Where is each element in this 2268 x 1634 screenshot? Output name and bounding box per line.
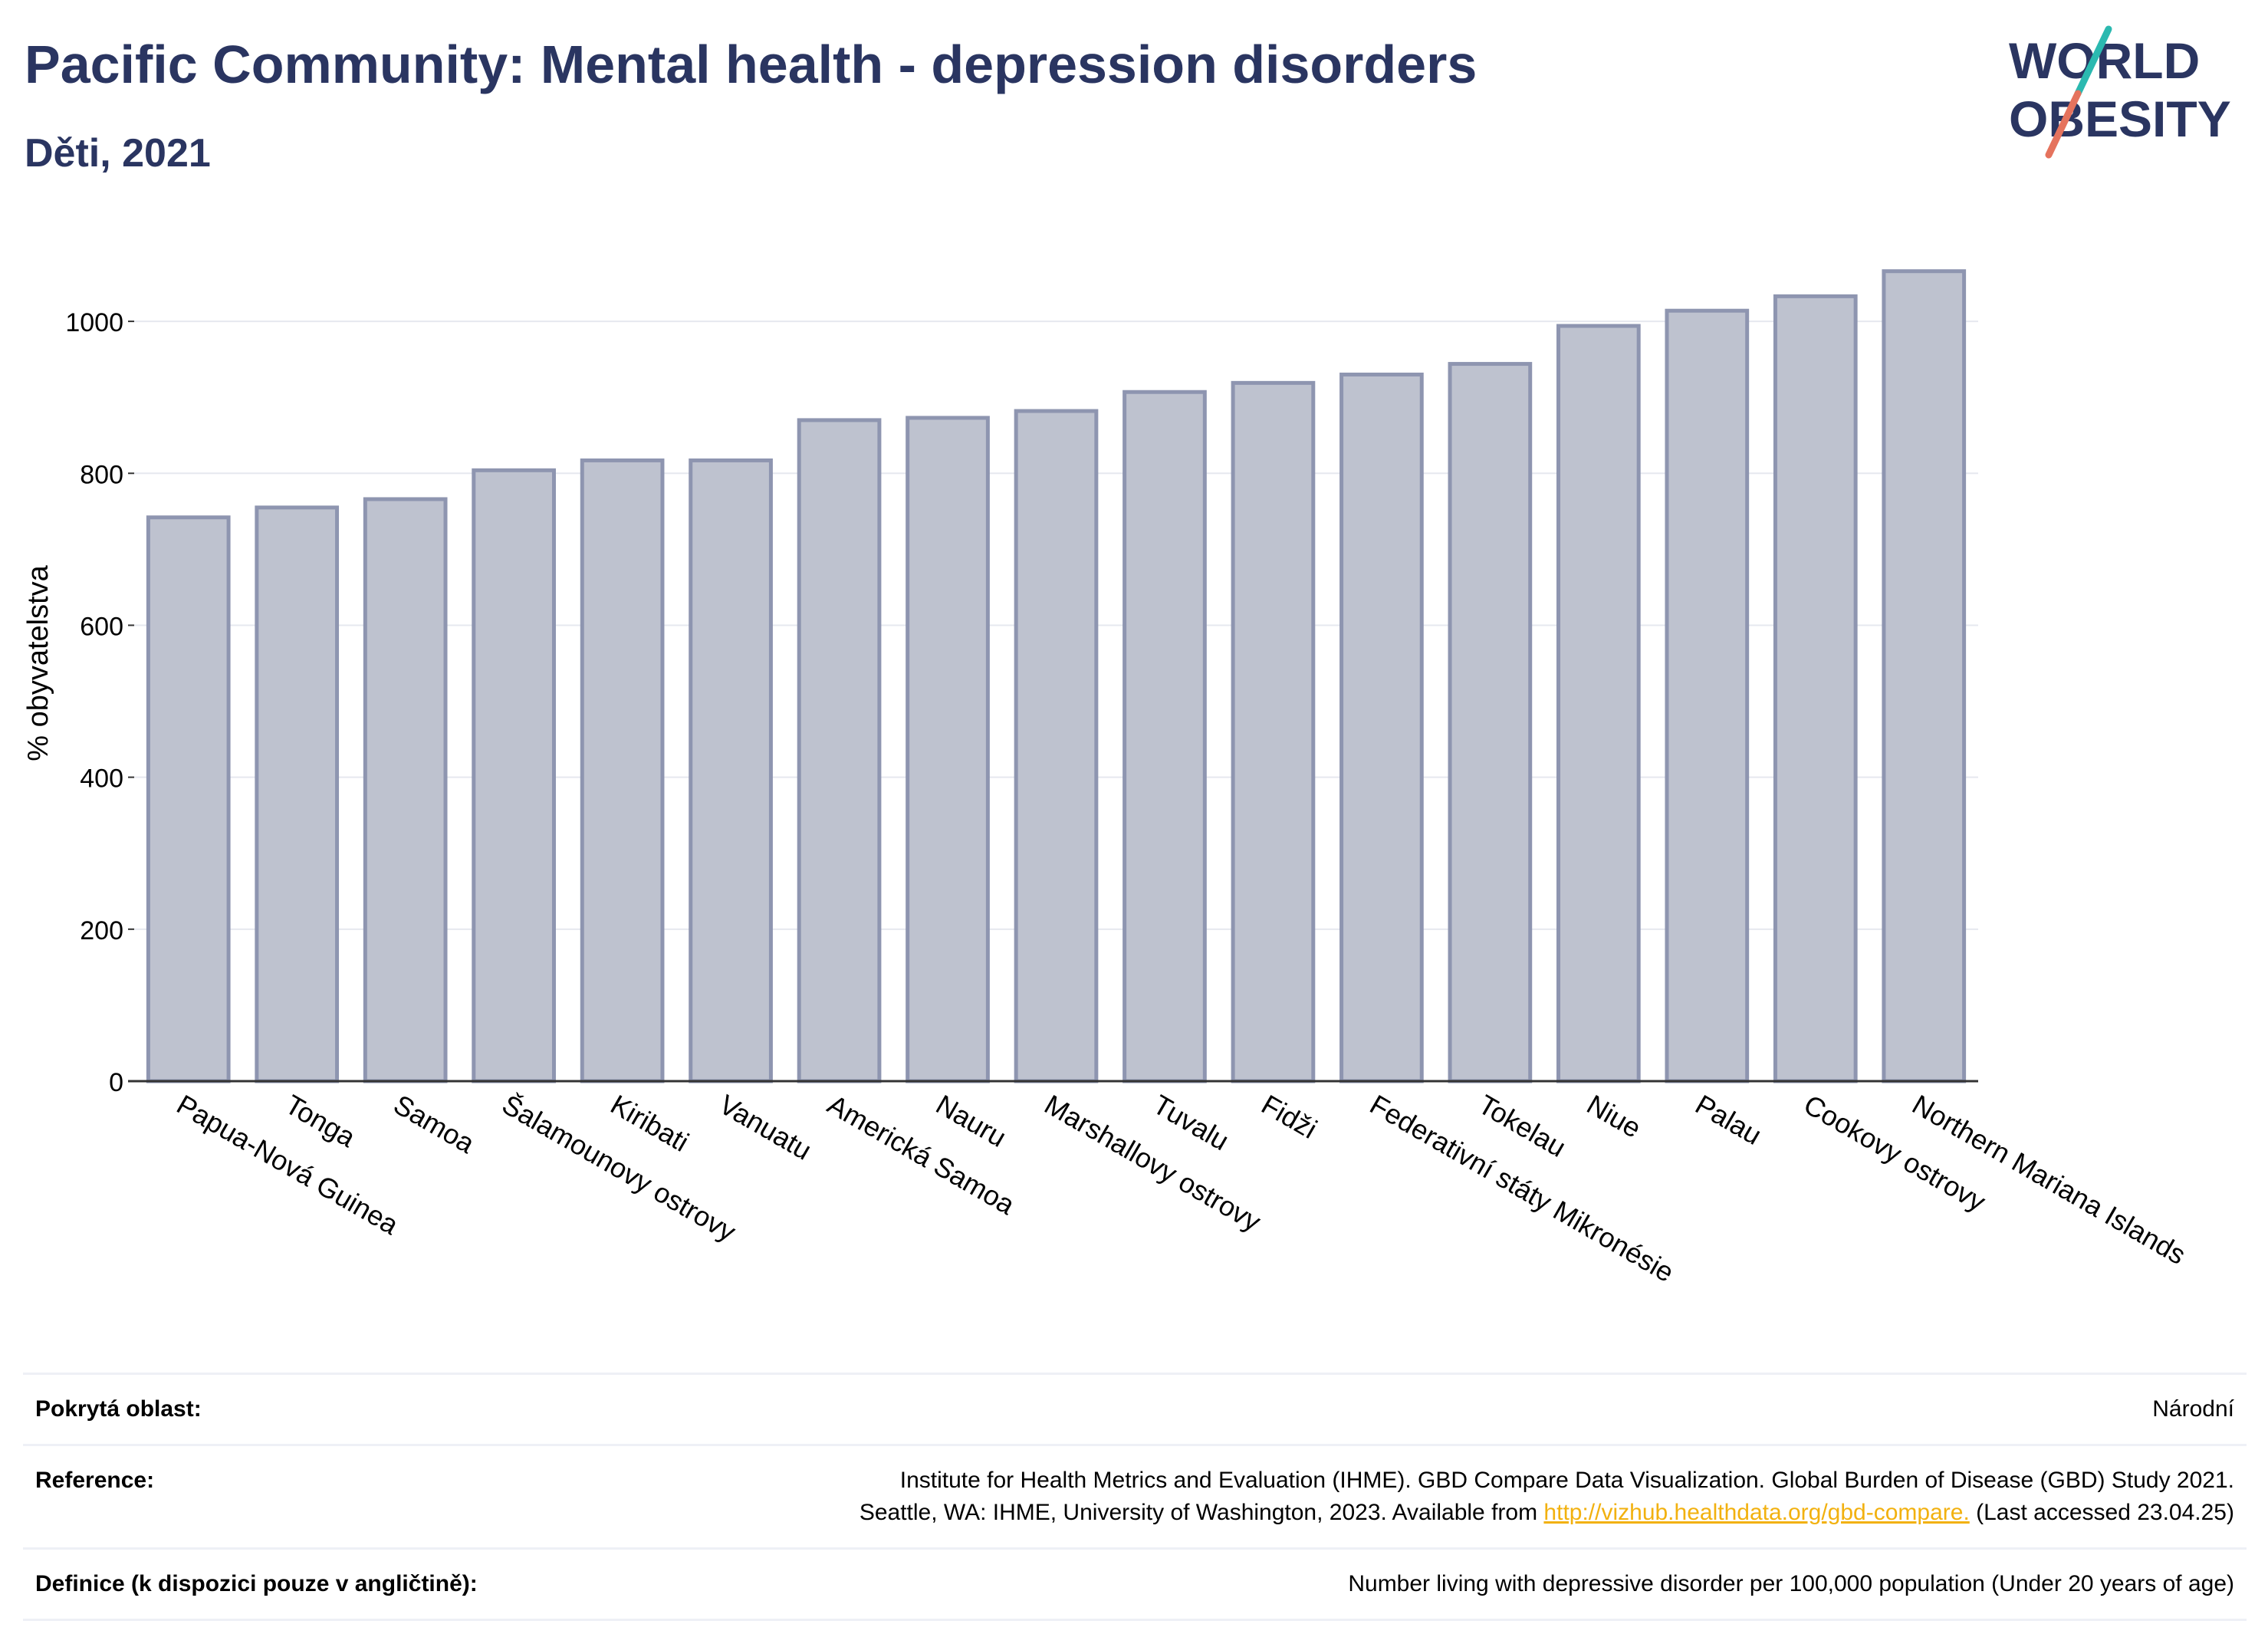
x-tick-label: Nauru [931, 1088, 1011, 1153]
y-tick-label: 1000 [65, 308, 123, 337]
bar [472, 468, 556, 1083]
x-tick-label: Samoa [389, 1088, 481, 1159]
bar [363, 497, 448, 1083]
x-tick-label: Cookovy ostrovy [1799, 1088, 1991, 1218]
bar [906, 416, 990, 1083]
bar [580, 458, 665, 1083]
coverage-value: Národní [630, 1373, 2247, 1446]
bar [797, 418, 882, 1083]
y-tick-label: 600 [80, 612, 123, 641]
reference-line-2-post: (Last accessed 23.04.25) [1969, 1500, 2234, 1525]
logo-slash-top [2074, 25, 2112, 97]
definition-row: Definice (k dispozici pouze v angličtině… [23, 1547, 2247, 1621]
logo-word-obesity: OBESITY [2009, 90, 2231, 147]
bar [1339, 372, 1424, 1083]
x-tick-label: Vanuatu [714, 1088, 817, 1165]
chart-title: Pacific Community: Mental health - depre… [25, 35, 1477, 94]
bar [1556, 324, 1641, 1083]
x-tick-label: Niue [1582, 1088, 1647, 1144]
reference-line-2-pre: Seattle, WA: IHME, University of Washing… [859, 1500, 1544, 1525]
bars [146, 269, 1967, 1083]
x-tick-label: Fidži [1256, 1088, 1322, 1145]
reference-row: Reference: Institute for Health Metrics … [23, 1444, 2247, 1550]
reference-value: Institute for Health Metrics and Evaluat… [630, 1444, 2247, 1550]
bar [1882, 269, 1967, 1083]
y-tick-label: 0 [109, 1068, 123, 1097]
bar [1773, 294, 1858, 1083]
bar [146, 515, 231, 1083]
logo-slash-bottom [2045, 90, 2082, 159]
bar [1665, 308, 1750, 1083]
coverage-label: Pokrytá oblast: [23, 1373, 630, 1446]
coverage-row: Pokrytá oblast: Národní [23, 1373, 2247, 1446]
chart-subtitle: Děti, 2021 [25, 131, 211, 176]
y-tick-label: 800 [80, 460, 123, 489]
reference-label: Reference: [23, 1444, 630, 1550]
y-tick-label: 400 [80, 764, 123, 794]
reference-link[interactable]: http://vizhub.healthdata.org/gbd-compare… [1543, 1500, 1970, 1525]
definition-value: Number living with depressive disorder p… [630, 1547, 2247, 1621]
bar [1122, 390, 1207, 1083]
x-tick-label: Tuvalu [1148, 1088, 1234, 1156]
bar [255, 505, 340, 1083]
bar [1014, 409, 1099, 1083]
y-axis-label: % obyvatelstva [22, 564, 54, 761]
x-tick-label: Americká Samoa [823, 1088, 1021, 1221]
reference-line-1: Institute for Health Metrics and Evaluat… [899, 1468, 2234, 1493]
bar [689, 458, 773, 1083]
bar [1231, 380, 1316, 1083]
world-obesity-logo: WORLD OBESITY [2009, 25, 2231, 159]
x-tick-label: Tonga [280, 1088, 361, 1153]
metadata-table: Pokrytá oblast: Národní Reference: Insti… [23, 1373, 2247, 1621]
x-tick-label: Kiribati [606, 1088, 695, 1158]
y-tick-label: 200 [80, 916, 123, 945]
definition-label: Definice (k dispozici pouze v angličtině… [23, 1547, 630, 1621]
bar [1448, 362, 1533, 1083]
x-tick-label: Palau [1690, 1088, 1767, 1151]
